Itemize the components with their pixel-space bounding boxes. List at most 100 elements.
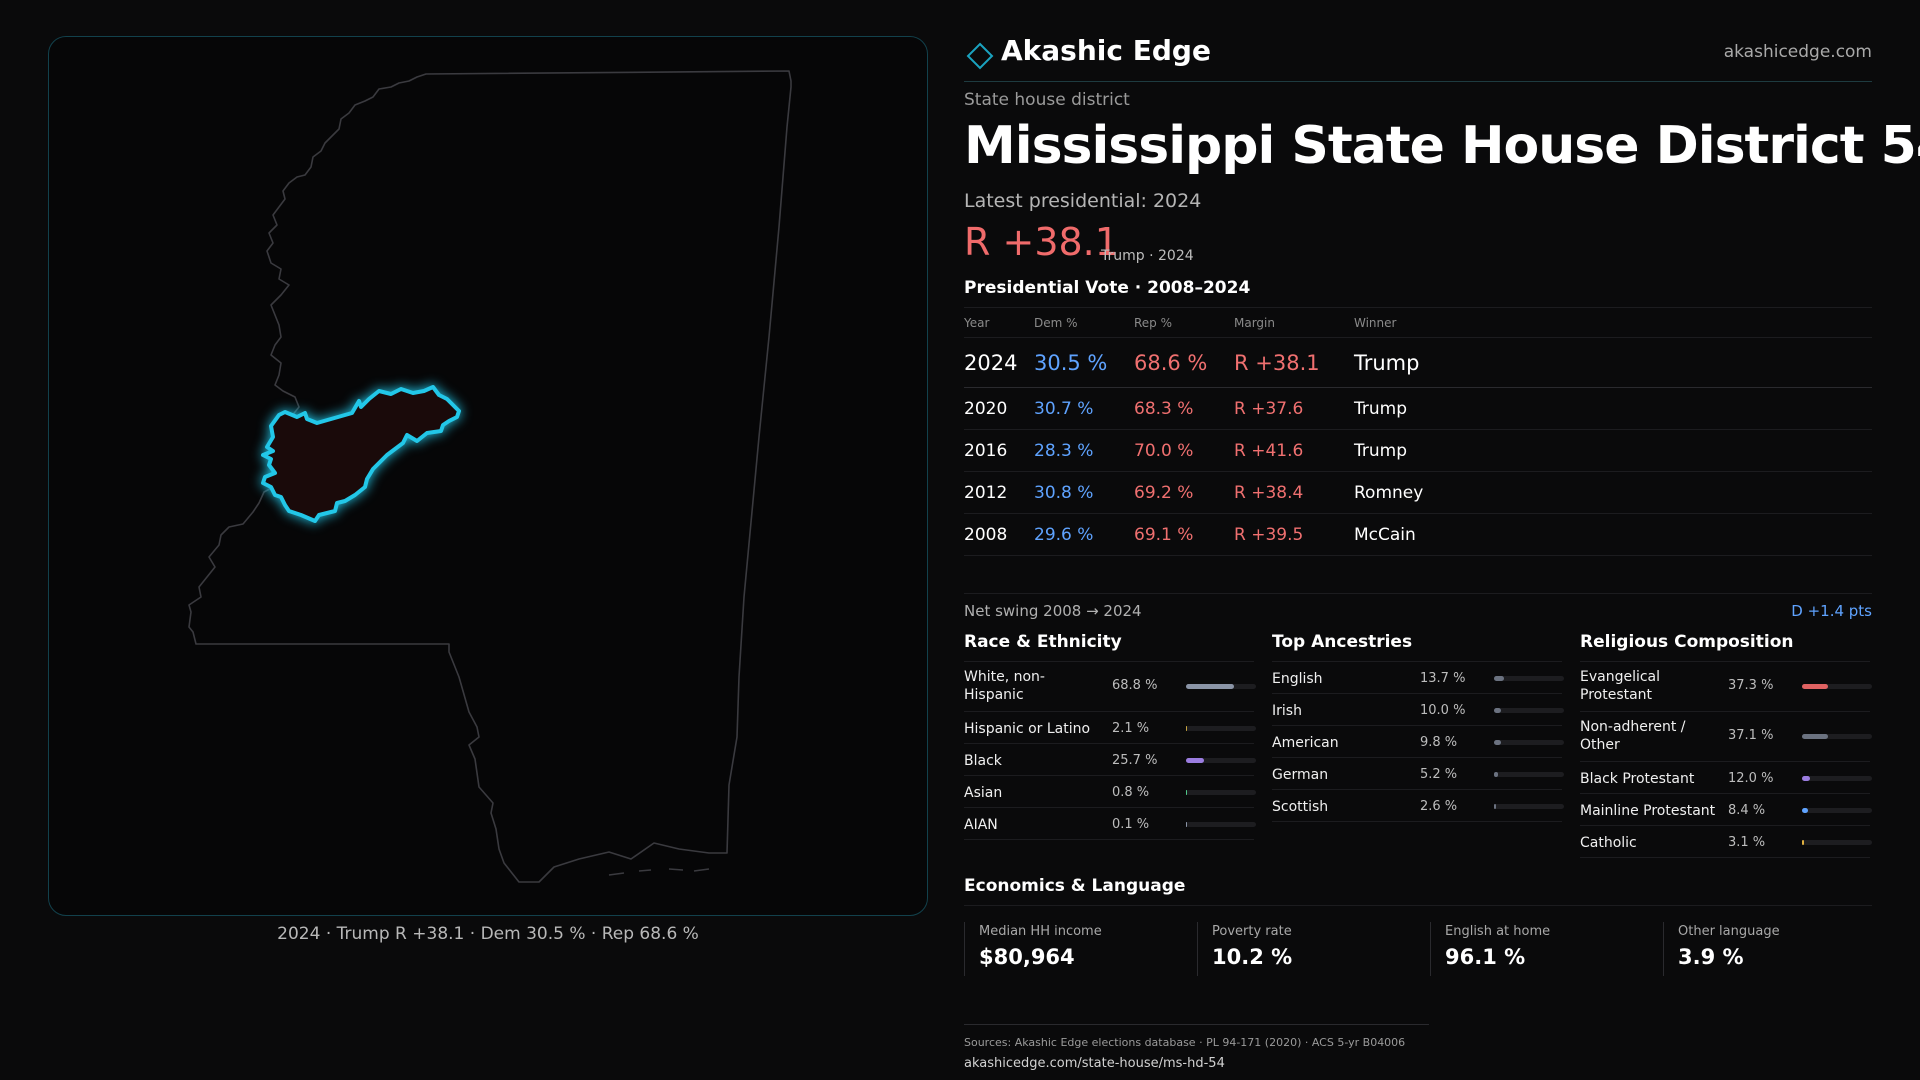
item-bar: [1494, 740, 1501, 745]
stat-label: English at home: [1445, 924, 1648, 939]
item-bar: [1186, 758, 1204, 763]
brand-name[interactable]: Akashic Edge: [1001, 34, 1211, 67]
race-ethnicity-section: Race & Ethnicity White, non-Hispanic 68.…: [964, 632, 1254, 840]
stat-label: Poverty rate: [1212, 924, 1415, 939]
list-item: Evangelical Protestant 37.3 %: [1580, 662, 1870, 712]
item-bar-track: [1494, 708, 1564, 713]
list-item: Hispanic or Latino 2.1 %: [964, 712, 1254, 744]
row-rep: 68.6 %: [1134, 338, 1234, 388]
row-dem: 30.7 %: [1034, 388, 1134, 430]
presidential-vote-table: Year Dem % Rep % Margin Winner 2024 30.5…: [964, 307, 1872, 556]
item-label: Black Protestant: [1580, 770, 1720, 788]
row-year: 2012: [964, 472, 1034, 514]
item-pct: 10.0 %: [1420, 703, 1465, 718]
district-54-highlight[interactable]: [263, 387, 459, 521]
table-row: 2020 30.7 % 68.3 % R +37.6 Trump: [964, 388, 1872, 430]
item-label: American: [1272, 734, 1412, 752]
item-bar-track: [1494, 676, 1564, 681]
item-bar: [1186, 790, 1187, 795]
item-bar: [1802, 684, 1828, 689]
row-margin: R +38.4: [1234, 472, 1354, 514]
religion-title: Religious Composition: [1580, 632, 1870, 662]
item-bar-track: [1186, 726, 1256, 731]
item-bar: [1802, 808, 1808, 813]
item-bar: [1802, 734, 1828, 739]
list-item: Scottish 2.6 %: [1272, 790, 1562, 822]
row-rep: 70.0 %: [1134, 430, 1234, 472]
diamond-icon: [966, 42, 994, 70]
item-pct: 9.8 %: [1420, 735, 1457, 750]
item-bar: [1186, 684, 1234, 689]
state-outline-map: [49, 37, 928, 916]
row-year: 2024: [964, 338, 1034, 388]
item-pct: 0.8 %: [1112, 785, 1149, 800]
item-bar-track: [1494, 804, 1564, 809]
item-bar: [1494, 708, 1501, 713]
brand-header: Akashic Edge akashicedge.com: [964, 30, 1872, 82]
item-bar-track: [1186, 790, 1256, 795]
net-swing-value: D +1.4 pts: [1791, 602, 1872, 620]
row-margin: R +41.6: [1234, 430, 1354, 472]
list-item: Mainline Protestant 8.4 %: [1580, 794, 1870, 826]
item-bar-track: [1802, 734, 1872, 739]
header-year: Year: [964, 308, 1034, 338]
stat-value: 96.1 %: [1445, 945, 1648, 969]
divider: [964, 905, 1872, 906]
item-bar-track: [1802, 684, 1872, 689]
row-rep: 69.1 %: [1134, 514, 1234, 556]
item-label: Asian: [964, 784, 1104, 802]
religion-section: Religious Composition Evangelical Protes…: [1580, 632, 1870, 858]
item-pct: 2.6 %: [1420, 799, 1457, 814]
latest-margin: R +38.1: [964, 220, 1119, 264]
presidential-vote-title: Presidential Vote · 2008–2024: [964, 278, 1250, 298]
item-pct: 13.7 %: [1420, 671, 1465, 686]
list-item: AIAN 0.1 %: [964, 808, 1254, 840]
page-url-link[interactable]: akashicedge.com/state-house/ms-hd-54: [964, 1056, 1225, 1071]
item-bar-track: [1802, 840, 1872, 845]
item-bar-track: [1494, 740, 1564, 745]
map-caption: 2024 · Trump R +38.1 · Dem 30.5 % · Rep …: [48, 924, 928, 944]
district-type-label: State house district: [964, 90, 1130, 110]
sources-text: Sources: Akashic Edge elections database…: [964, 1036, 1405, 1049]
row-year: 2016: [964, 430, 1034, 472]
item-pct: 25.7 %: [1112, 753, 1157, 768]
row-dem: 29.6 %: [1034, 514, 1134, 556]
stat-value: 10.2 %: [1212, 945, 1415, 969]
row-winner: McCain: [1354, 514, 1872, 556]
table-row: 2012 30.8 % 69.2 % R +38.4 Romney: [964, 472, 1872, 514]
row-rep: 68.3 %: [1134, 388, 1234, 430]
latest-presidential-label: Latest presidential: 2024: [964, 190, 1201, 212]
item-pct: 0.1 %: [1112, 817, 1149, 832]
ancestry-title: Top Ancestries: [1272, 632, 1562, 662]
item-bar: [1186, 726, 1187, 731]
item-label: Catholic: [1580, 834, 1720, 852]
item-label: Evangelical Protestant: [1580, 668, 1720, 704]
row-winner: Trump: [1354, 430, 1872, 472]
stat-label: Median HH income: [979, 924, 1182, 939]
table-header-row: Year Dem % Rep % Margin Winner: [964, 308, 1872, 338]
item-pct: 68.8 %: [1112, 678, 1157, 693]
header-winner: Winner: [1354, 308, 1872, 338]
row-margin: R +39.5: [1234, 514, 1354, 556]
list-item: German 5.2 %: [1272, 758, 1562, 790]
list-item: White, non-Hispanic 68.8 %: [964, 662, 1254, 712]
stat-card-english-home: English at home 96.1 %: [1430, 922, 1648, 976]
list-item: Catholic 3.1 %: [1580, 826, 1870, 858]
header-margin: Margin: [1234, 308, 1354, 338]
header-rep: Rep %: [1134, 308, 1234, 338]
row-rep: 69.2 %: [1134, 472, 1234, 514]
district-map[interactable]: [48, 36, 928, 916]
item-bar: [1802, 840, 1804, 845]
item-pct: 37.3 %: [1728, 678, 1773, 693]
item-pct: 5.2 %: [1420, 767, 1457, 782]
item-bar: [1802, 776, 1810, 781]
brand-url-link[interactable]: akashicedge.com: [1724, 42, 1872, 62]
item-pct: 2.1 %: [1112, 721, 1149, 736]
row-dem: 30.5 %: [1034, 338, 1134, 388]
row-dem: 30.8 %: [1034, 472, 1134, 514]
list-item: Black 25.7 %: [964, 744, 1254, 776]
item-pct: 8.4 %: [1728, 803, 1765, 818]
item-label: Mainline Protestant: [1580, 802, 1720, 820]
item-label: Hispanic or Latino: [964, 720, 1104, 738]
item-label: Non-adherent / Other: [1580, 718, 1720, 754]
